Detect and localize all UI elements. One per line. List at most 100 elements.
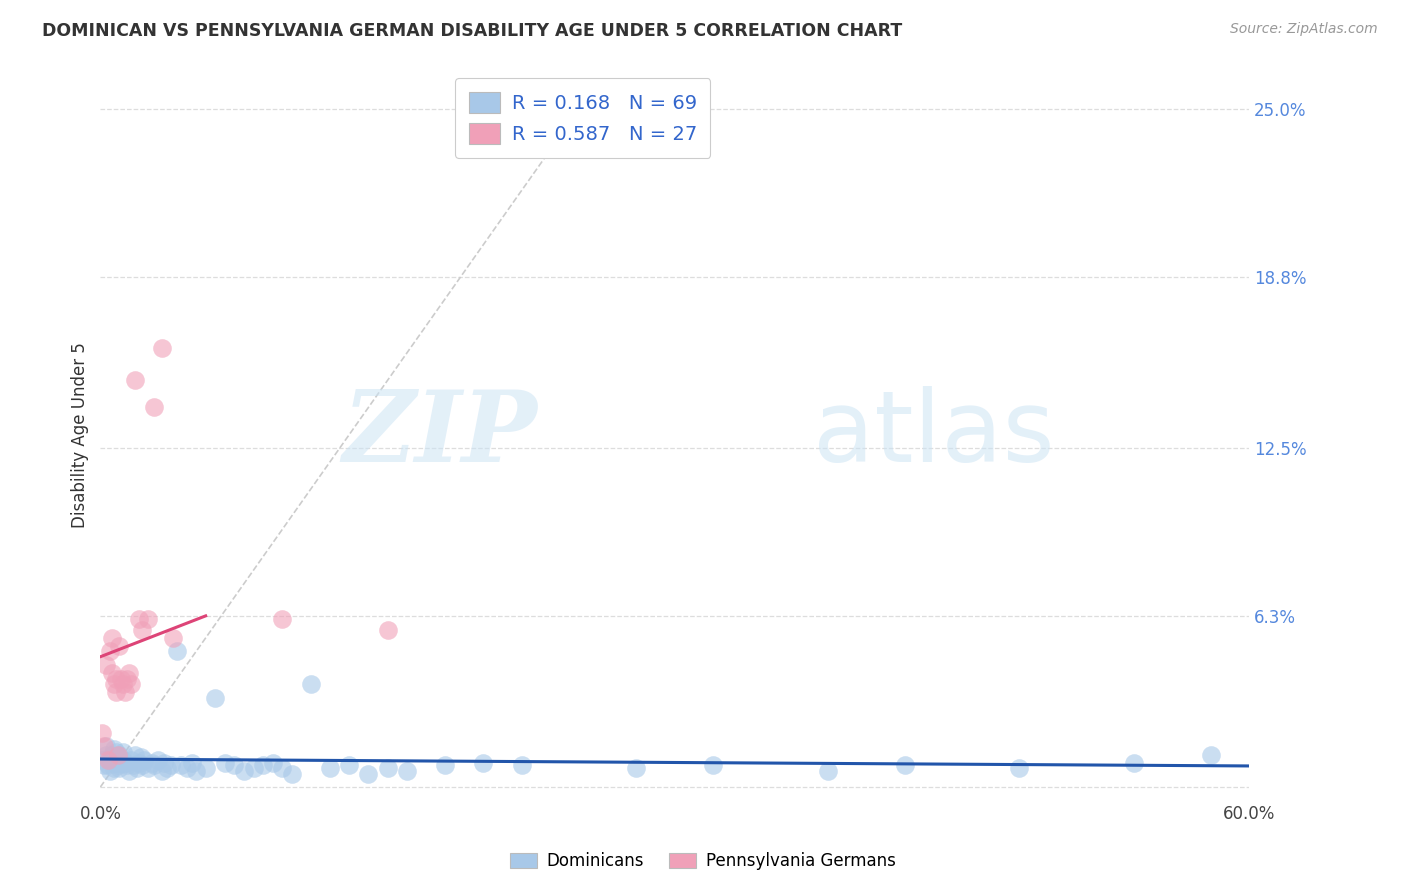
Point xyxy=(224,758,246,772)
Point xyxy=(281,766,304,780)
Point xyxy=(93,758,115,772)
Point xyxy=(125,761,148,775)
Point xyxy=(114,685,136,699)
Point xyxy=(702,758,724,772)
Point xyxy=(134,753,156,767)
Point xyxy=(103,742,125,756)
Point xyxy=(181,756,204,770)
Point xyxy=(103,761,125,775)
Point xyxy=(98,753,121,767)
Point xyxy=(128,612,150,626)
Point xyxy=(1123,756,1146,770)
Point xyxy=(626,761,648,775)
Point xyxy=(141,756,163,770)
Point xyxy=(152,756,174,770)
Point xyxy=(160,758,183,772)
Point xyxy=(271,612,294,626)
Point xyxy=(1199,747,1222,762)
Point xyxy=(107,747,129,762)
Point xyxy=(98,644,121,658)
Point xyxy=(893,758,915,772)
Point xyxy=(150,341,173,355)
Point xyxy=(94,658,117,673)
Point xyxy=(510,758,533,772)
Point xyxy=(1008,761,1031,775)
Point xyxy=(433,758,456,772)
Point xyxy=(271,761,294,775)
Point xyxy=(262,756,284,770)
Point xyxy=(170,758,193,772)
Point xyxy=(101,666,124,681)
Point xyxy=(122,758,145,772)
Point xyxy=(98,764,121,778)
Point xyxy=(299,677,322,691)
Point xyxy=(242,761,264,775)
Point xyxy=(108,747,131,762)
Point xyxy=(104,745,127,759)
Text: DOMINICAN VS PENNSYLVANIA GERMAN DISABILITY AGE UNDER 5 CORRELATION CHART: DOMINICAN VS PENNSYLVANIA GERMAN DISABIL… xyxy=(42,22,903,40)
Point xyxy=(377,623,399,637)
Point xyxy=(101,631,124,645)
Point xyxy=(120,677,142,691)
Text: atlas: atlas xyxy=(813,386,1054,483)
Point xyxy=(124,373,146,387)
Point xyxy=(143,758,166,772)
Point xyxy=(184,764,207,778)
Point xyxy=(162,631,184,645)
Text: Source: ZipAtlas.com: Source: ZipAtlas.com xyxy=(1230,22,1378,37)
Legend: R = 0.168   N = 69, R = 0.587   N = 27: R = 0.168 N = 69, R = 0.587 N = 27 xyxy=(456,78,710,158)
Point xyxy=(103,677,125,691)
Point xyxy=(108,639,131,653)
Point xyxy=(107,758,129,772)
Point xyxy=(176,761,198,775)
Point xyxy=(115,758,138,772)
Point xyxy=(136,612,159,626)
Point xyxy=(395,764,418,778)
Point xyxy=(112,753,135,767)
Point xyxy=(114,756,136,770)
Point xyxy=(319,761,342,775)
Point xyxy=(112,745,135,759)
Point xyxy=(118,666,141,681)
Point xyxy=(104,756,127,770)
Point xyxy=(377,761,399,775)
Point xyxy=(120,753,142,767)
Point xyxy=(131,758,153,772)
Point xyxy=(101,747,124,762)
Text: ZIP: ZIP xyxy=(342,386,537,483)
Point xyxy=(194,761,217,775)
Point xyxy=(104,672,127,686)
Point xyxy=(166,644,188,658)
Point xyxy=(118,764,141,778)
Point xyxy=(472,756,495,770)
Point xyxy=(129,750,152,764)
Point xyxy=(94,747,117,762)
Point xyxy=(357,766,380,780)
Point xyxy=(204,690,226,705)
Point xyxy=(156,761,179,775)
Point xyxy=(128,756,150,770)
Point xyxy=(143,401,166,415)
Point xyxy=(146,753,169,767)
Point xyxy=(124,747,146,762)
Point xyxy=(337,758,360,772)
Point xyxy=(115,672,138,686)
Point xyxy=(107,750,129,764)
Point xyxy=(150,764,173,778)
Point xyxy=(110,672,132,686)
Point xyxy=(94,739,117,754)
Point xyxy=(131,623,153,637)
Point xyxy=(91,726,114,740)
Point xyxy=(93,739,115,754)
Point xyxy=(136,761,159,775)
Point xyxy=(110,756,132,770)
Point xyxy=(108,761,131,775)
Y-axis label: Disability Age Under 5: Disability Age Under 5 xyxy=(72,342,89,527)
Legend: Dominicans, Pennsylvania Germans: Dominicans, Pennsylvania Germans xyxy=(503,846,903,877)
Point xyxy=(104,685,127,699)
Point xyxy=(214,756,236,770)
Point xyxy=(91,753,114,767)
Point xyxy=(252,758,274,772)
Point xyxy=(817,764,839,778)
Point xyxy=(112,677,135,691)
